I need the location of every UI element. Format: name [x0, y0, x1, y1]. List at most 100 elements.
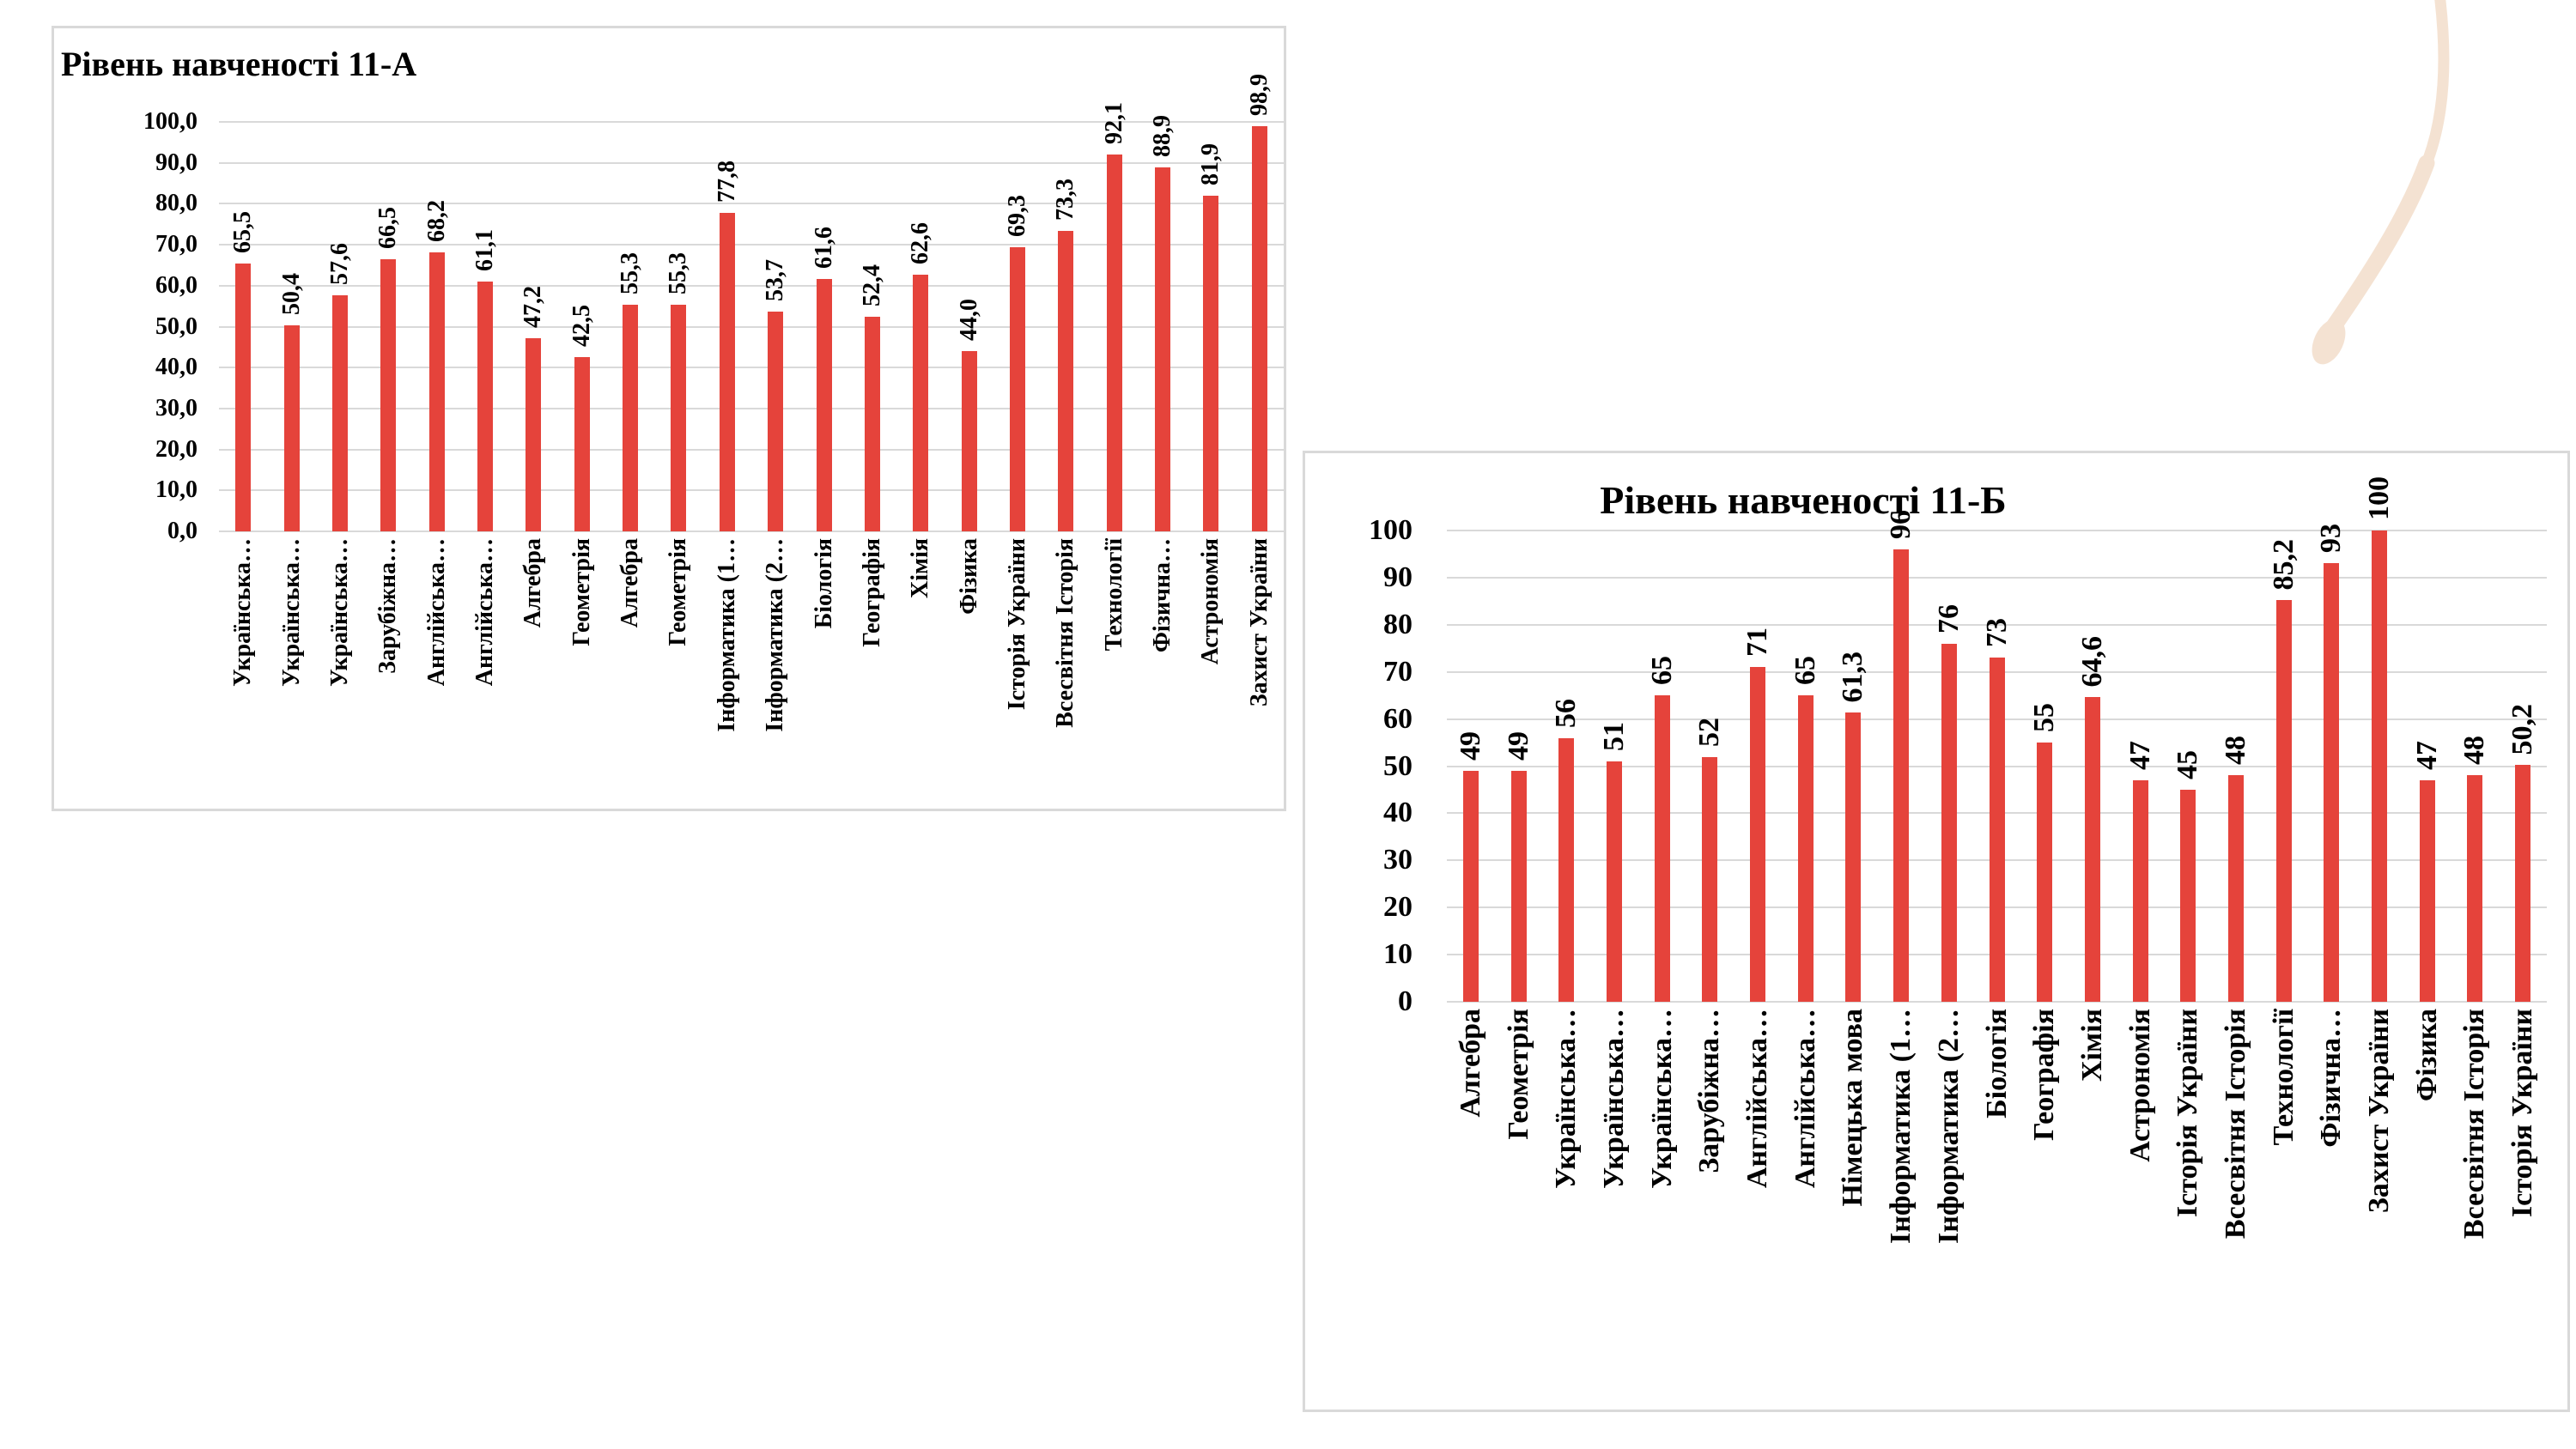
category-label: Німецька мова: [1837, 1009, 1869, 1207]
bar: [477, 281, 493, 531]
category-label: Хімія: [2075, 1009, 2108, 1082]
bar: [1203, 196, 1219, 531]
y-tick-label: 70,0: [155, 231, 197, 258]
bar-value-label: 100: [2363, 476, 2396, 520]
category-label: Англійська…: [471, 538, 498, 687]
y-tick-label: 30: [1383, 844, 1413, 876]
bar: [574, 357, 590, 531]
bar-value-label: 52: [1693, 717, 1726, 747]
bar: [2467, 775, 2483, 1002]
y-tick-label: 100: [1369, 514, 1413, 546]
y-tick-label: 20,0: [155, 435, 197, 463]
category-label: Українська…: [1550, 1009, 1583, 1189]
y-tick-label: 50: [1383, 749, 1413, 782]
y-tick-label: 0,0: [167, 518, 197, 544]
bar-value-label: 55,3: [665, 252, 692, 295]
category-label: Астрономія: [2123, 1009, 2156, 1162]
bar: [1251, 126, 1267, 531]
bar-value-label: 61,1: [471, 228, 498, 271]
category-label: Фізична…: [1149, 538, 1176, 653]
gridline: [1447, 623, 2547, 626]
category-label: Англійська…: [1789, 1009, 1821, 1189]
gridline: [219, 325, 1284, 328]
y-tick-label: 10: [1383, 938, 1413, 971]
bar-value-label: 65: [1645, 656, 1678, 686]
y-tick-label: 60,0: [155, 271, 197, 299]
bar: [2037, 743, 2053, 1002]
category-label: Інформатика (2…: [762, 538, 789, 732]
y-tick-label: 50,0: [155, 312, 197, 340]
category-label: Всесвітня Історія: [2219, 1009, 2251, 1240]
bar: [671, 305, 687, 531]
swoosh-blob: [2312, 318, 2346, 365]
category-label: Геометрія: [568, 538, 595, 646]
bar-value-label: 48: [2458, 736, 2491, 766]
bar-value-label: 50,4: [277, 272, 305, 315]
gridline: [219, 203, 1284, 205]
bar: [1702, 756, 1718, 1002]
bar-value-label: 50,2: [2506, 703, 2539, 755]
category-label: Українська…: [1645, 1009, 1678, 1189]
category-label: Фізична…: [2315, 1009, 2348, 1148]
gridline: [219, 367, 1284, 369]
x-axis-labels: Українська… Українська… Українська… Зарубіж…: [219, 531, 1284, 806]
category-label: Історія України: [1004, 538, 1030, 711]
category-label: Технології: [1100, 538, 1127, 652]
bar: [1893, 549, 1910, 1002]
bar-value-label: 52,4: [858, 264, 885, 307]
gridline: [219, 244, 1284, 246]
plot-area-11b: 100 90 80 70 60 50 40 30 20 10 0 49 49 56 51 65 52 71 65 61…: [1369, 476, 2547, 1244]
bar-value-label: 55,3: [617, 252, 644, 295]
category-label: Українська…: [277, 538, 305, 687]
bar-value-label: 98,9: [1245, 74, 1273, 117]
category-label: Зарубіжна…: [1693, 1009, 1726, 1173]
gridline: [219, 121, 1284, 123]
gridline: [219, 161, 1284, 164]
category-label: Українська…: [229, 538, 257, 687]
category-label: Алгебра: [617, 538, 644, 628]
bar: [1941, 643, 1957, 1002]
bar: [623, 305, 639, 531]
bar-value-label: 92,1: [1100, 101, 1127, 144]
y-tick-label: 30,0: [155, 394, 197, 421]
bar: [1058, 231, 1074, 531]
bar-value-label: 65,5: [229, 210, 257, 253]
gridline: [219, 407, 1284, 409]
bar: [1797, 695, 1814, 1002]
plot-area-11a: 100,0 90,0 80,0 70,0 60,0 50,0 40,0 30,0 20,0 10,…: [143, 74, 1284, 732]
bar: [1750, 667, 1766, 1002]
bar: [2275, 600, 2292, 1002]
bar-value-label: 44,0: [955, 299, 982, 342]
bar: [331, 295, 348, 531]
category-label: Хімія: [907, 538, 934, 598]
y-tick-label: 90: [1383, 561, 1413, 593]
chart-panel-11b: Рівень навченості 11-Б 100 90 80 70 60 50 40 30…: [1303, 451, 2570, 1412]
bar: [283, 324, 300, 531]
bar: [2132, 779, 2148, 1002]
bar-value-label: 64,6: [2075, 635, 2108, 688]
gridline: [219, 530, 1284, 532]
decorative-swoosh: [2312, 0, 2450, 365]
bar-value-label: 93: [2315, 524, 2348, 554]
bar: [719, 212, 735, 531]
category-label: Зарубіжна…: [374, 538, 402, 674]
y-tick-label: 20: [1383, 891, 1413, 924]
category-label: Біологія: [1980, 1009, 2013, 1119]
category-label: Українська…: [1597, 1009, 1630, 1189]
gridline: [219, 284, 1284, 287]
category-label: Захист України: [1245, 538, 1273, 707]
category-label: Алгебра: [519, 538, 547, 628]
bar-value-label: 68,2: [422, 199, 450, 242]
bar: [768, 311, 784, 531]
y-tick-label: 70: [1383, 655, 1413, 688]
category-label: Географія: [2028, 1009, 2061, 1141]
bar-value-label: 96: [1885, 509, 1917, 539]
bar: [1654, 695, 1670, 1002]
bar-value-label: 73,3: [1052, 179, 1079, 221]
bar-value-label: 85,2: [2267, 538, 2300, 591]
y-tick-label: 0: [1398, 985, 1413, 1017]
chart-panel-11a: Рівень навченості 11-А 100,0 90,0 80,0 70,0…: [52, 26, 1286, 811]
category-label: Географія: [858, 538, 885, 647]
category-label: Біологія: [810, 538, 837, 629]
